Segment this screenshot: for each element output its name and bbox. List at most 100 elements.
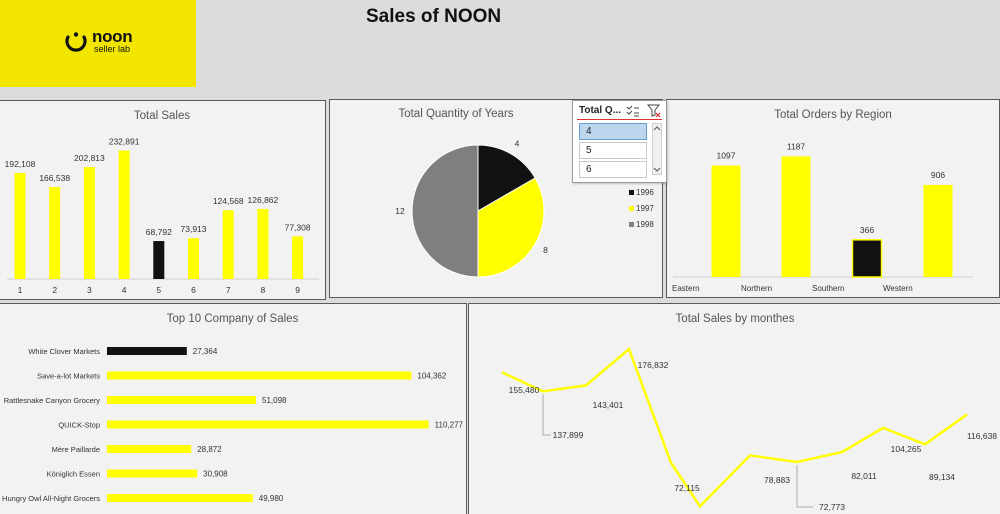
- legend-label-1997: 1997: [636, 204, 654, 213]
- sales-line: [501, 347, 968, 509]
- sales-data-label: 126,862: [248, 195, 279, 205]
- sales-bar-4: [118, 150, 130, 279]
- legend-label-1998: 1998: [636, 220, 654, 229]
- month-data-label: 143,401: [593, 400, 624, 410]
- sales-bar-7: [222, 210, 234, 279]
- region-bar-Southern: [851, 239, 883, 278]
- quantity-years-chart: 4 8 12 1996 1997 1998: [395, 138, 654, 278]
- sales-data-label: 124,568: [213, 196, 244, 206]
- pie-data-label: 4: [515, 138, 520, 148]
- region-tick-label: Southern: [812, 284, 844, 293]
- company-label: Hungry Owl All-Night Grocers: [2, 494, 100, 503]
- clear-filter-icon[interactable]: [647, 104, 661, 118]
- month-data-label: 72,115: [674, 483, 700, 493]
- region-data-label: 906: [931, 170, 945, 180]
- company-data-label: 28,872: [197, 445, 222, 454]
- region-bar-Eastern: [711, 165, 741, 277]
- noon-logo-icon: [65, 32, 87, 52]
- company-label: Königlich Essen: [47, 470, 100, 479]
- month-data-label: 72,773: [819, 502, 845, 512]
- logo-banner: noon seller lab: [0, 0, 196, 87]
- company-label: Mère Paillarde: [52, 445, 100, 454]
- company-label: White Clover Markets: [28, 347, 100, 356]
- month-data-label: 176,832: [638, 360, 669, 370]
- region-tick-label: Western: [883, 284, 913, 293]
- company-bar: [107, 469, 198, 478]
- pie-data-label: 12: [395, 206, 405, 216]
- sales-months-chart: 155,480 137,899 143,401 176,832 72,115 78,883…: [501, 347, 997, 512]
- company-bar: [107, 445, 192, 453]
- pie-slice-1997: [477, 177, 545, 278]
- month-data-label: 137,899: [553, 430, 584, 440]
- sales-bar-8: [257, 208, 269, 279]
- sales-months-panel[interactable]: Total Sales by monthes 155,480 137,899 143…: [468, 303, 1000, 514]
- sales-data-label: 166,538: [39, 173, 70, 183]
- sales-data-label: 192,108: [5, 159, 36, 169]
- multi-select-icon[interactable]: [626, 105, 639, 117]
- quantity-years-title: Total Quantity of Years: [398, 108, 514, 120]
- company-data-label: 51,098: [262, 396, 287, 405]
- top-companies-chart: White Clover Markets 27,364 Save-a-lot Mar…: [2, 347, 464, 503]
- sales-bar-2: [49, 187, 61, 279]
- month-data-label: 89,134: [929, 472, 955, 482]
- orders-region-panel[interactable]: Total Orders by Region 1097 Eastern 1187 No…: [666, 99, 1000, 298]
- month-data-label: 104,265: [891, 444, 922, 454]
- company-label: Rattlesnake Canyon Grocery: [4, 396, 101, 405]
- company-bar: [107, 494, 253, 502]
- sales-tick-label: 2: [52, 285, 57, 295]
- company-bar: [107, 371, 412, 380]
- sales-data-label: 232,891: [109, 136, 140, 146]
- legend-label-1996: 1996: [636, 188, 654, 197]
- legend-swatch-1996: [629, 190, 634, 195]
- company-data-label: 27,364: [193, 347, 218, 356]
- sales-tick-label: 5: [156, 285, 161, 295]
- region-bar-Western: [923, 184, 953, 277]
- sales-tick-label: 1: [18, 285, 23, 295]
- quantity-slicer[interactable]: Total Q... 4 5 6: [572, 100, 667, 183]
- month-data-label: 82,011: [851, 471, 877, 481]
- pie-slice-1998: [411, 144, 479, 278]
- legend-swatch-1998: [629, 222, 634, 227]
- region-data-label: 366: [860, 225, 874, 235]
- brand-name: noon: [92, 27, 133, 46]
- company-bar: [107, 420, 429, 429]
- company-label: QUICK-Stop: [58, 421, 100, 430]
- slicer-title: Total Q...: [579, 105, 622, 116]
- total-sales-panel[interactable]: Total Sales 192,108 1 166,538 2 202,813 3 232,…: [0, 100, 326, 300]
- sales-tick-label: 6: [191, 285, 196, 295]
- company-data-label: 49,980: [259, 494, 284, 503]
- pie-data-label: 8: [543, 245, 548, 255]
- sales-tick-label: 9: [295, 285, 300, 295]
- brand-subtitle: seller lab: [94, 44, 131, 54]
- region-data-label: 1097: [717, 151, 736, 161]
- legend-swatch-1997: [629, 206, 634, 211]
- sales-tick-label: 3: [87, 285, 92, 295]
- orders-region-title: Total Orders by Region: [774, 109, 892, 121]
- company-label: Save-a-lot Markets: [37, 372, 100, 381]
- top-companies-panel[interactable]: Top 10 Company of Sales White Clover Mar…: [0, 303, 467, 514]
- leader-line: [542, 394, 551, 436]
- total-sales-title: Total Sales: [133, 110, 191, 122]
- slicer-scrollbar[interactable]: [652, 123, 662, 175]
- slicer-item-4[interactable]: 4: [579, 123, 647, 140]
- quantity-years-panel[interactable]: Total Quantity of Years 4 8 12 1996 1997 1998: [329, 99, 663, 298]
- sales-data-label: 68,792: [146, 227, 172, 237]
- slicer-item-6[interactable]: 6: [579, 161, 647, 178]
- pie-slice-1996: [477, 144, 536, 212]
- sales-data-label: 73,913: [181, 224, 207, 234]
- slicer-item-5[interactable]: 5: [579, 142, 647, 159]
- sales-data-label: 202,813: [74, 153, 105, 163]
- month-data-label: 78,883: [764, 475, 790, 485]
- sales-data-label: 77,308: [285, 222, 311, 232]
- sales-tick-label: 4: [122, 285, 127, 295]
- region-data-label: 1187: [787, 141, 806, 151]
- month-data-label: 155,480: [509, 385, 540, 395]
- sales-tick-label: 8: [261, 285, 266, 295]
- company-bar: [107, 396, 257, 404]
- leader-line: [796, 465, 813, 508]
- slicer-title-underline: [577, 119, 662, 120]
- sales-months-title: Total Sales by monthes: [675, 313, 795, 325]
- sales-bar-9: [292, 236, 304, 279]
- company-data-label: 30,908: [203, 470, 228, 479]
- month-data-label: 116,638: [967, 431, 997, 441]
